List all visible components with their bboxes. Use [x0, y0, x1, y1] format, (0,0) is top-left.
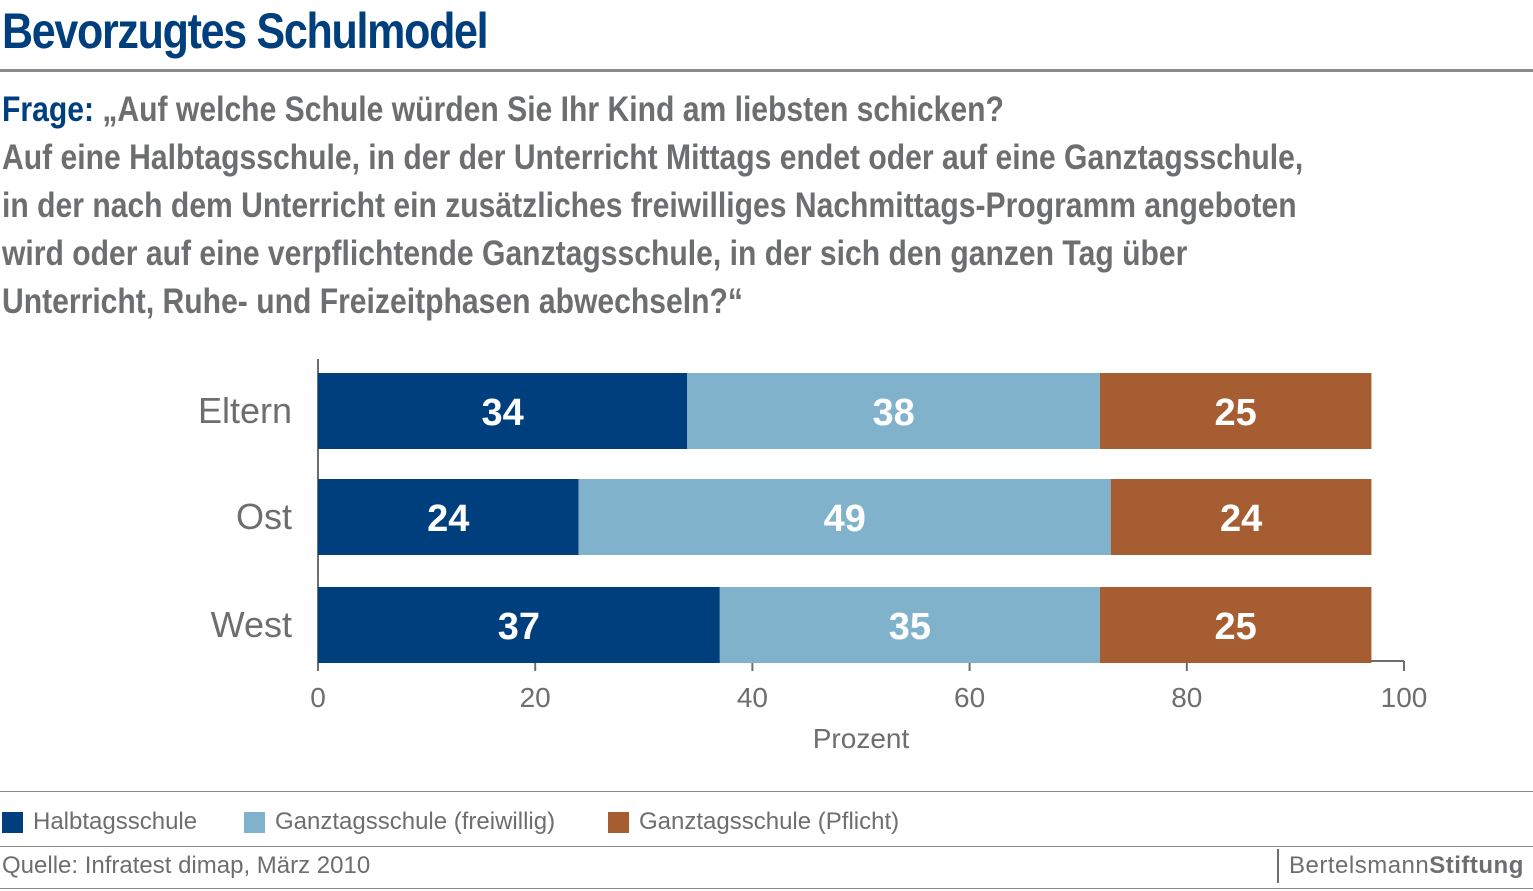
bar-segment [318, 373, 688, 449]
category-label: Ost [236, 496, 292, 537]
x-tick-label: 0 [310, 682, 326, 713]
title-divider [0, 69, 1533, 72]
data-label: 37 [498, 606, 540, 648]
x-axis-title: Prozent [813, 723, 910, 754]
legend-swatch [2, 811, 23, 833]
question-line-5: Unterricht, Ruhe- und Freizeitphasen abw… [2, 282, 743, 321]
legend-swatch [244, 811, 265, 833]
brand-name-strong: Stiftung [1429, 852, 1524, 879]
bottom-divider [0, 888, 1533, 889]
category-label: Eltern [198, 390, 292, 431]
data-label: 49 [824, 498, 866, 540]
bar-segment [719, 587, 1100, 663]
chart-title: Bevorzugtes Schulmodel [2, 3, 489, 59]
bar-segment [318, 587, 720, 663]
data-label: 34 [481, 392, 523, 434]
legend-swatch [608, 811, 629, 833]
category-label: West [211, 604, 292, 645]
legend-item: Ganztagsschule (freiwillig) [244, 808, 555, 836]
question-line-2: Auf eine Halbtagsschule, in der der Unte… [2, 138, 1304, 177]
bar-segment [318, 479, 579, 555]
bar-segment [1110, 479, 1372, 555]
brand-logo: BertelsmannStiftung [1289, 852, 1524, 880]
bar-segment [1099, 373, 1372, 449]
data-label: 24 [1220, 498, 1262, 540]
data-label: 38 [872, 392, 914, 434]
stacked-bar-chart: 0 20 40 60 80 100 Prozent Eltern 34 38 25 Ost 24 49 24… [198, 359, 1428, 754]
legend-label: Ganztagsschule (freiwillig) [275, 808, 556, 835]
question-line-1: Frage: „Auf welche Schule würden Sie Ihr… [2, 86, 1516, 134]
data-label: 35 [889, 606, 931, 648]
bar-segment [1099, 587, 1372, 663]
question-line-3: in der nach dem Unterricht ein zusätzlic… [2, 186, 1297, 225]
question-text-1: „Auf welche Schule würden Sie Ihr Kind a… [102, 90, 1004, 129]
question-line-4: wird oder auf eine verpflichtende Ganzta… [2, 234, 1188, 273]
legend-label: Ganztagsschule (Pflicht) [639, 808, 900, 835]
question-label: Frage: [2, 90, 94, 129]
legend-label: Halbtagsschule [33, 808, 198, 835]
x-tick-label: 60 [954, 682, 985, 713]
data-label: 24 [427, 498, 469, 540]
bar-segment [687, 373, 1100, 449]
x-tick-label: 40 [737, 682, 768, 713]
data-label: 25 [1215, 392, 1257, 434]
x-tick-label: 100 [1381, 682, 1428, 713]
legend-item: Halbtagsschule [2, 808, 197, 836]
x-tick-label: 80 [1171, 682, 1202, 713]
bar-segment [578, 479, 1111, 555]
survey-question: Frage: „Auf welche Schule würden Sie Ihr… [2, 86, 1516, 326]
data-label: 25 [1215, 606, 1257, 648]
source-divider [0, 846, 1533, 847]
brand-separator [1277, 849, 1279, 883]
x-tick-label: 20 [520, 682, 551, 713]
source-note: Quelle: Infratest dimap, März 2010 [2, 852, 371, 879]
legend-item: Ganztagsschule (Pflicht) [608, 808, 899, 836]
legend-divider [0, 791, 1533, 792]
brand-name-plain: Bertelsmann [1289, 852, 1430, 879]
